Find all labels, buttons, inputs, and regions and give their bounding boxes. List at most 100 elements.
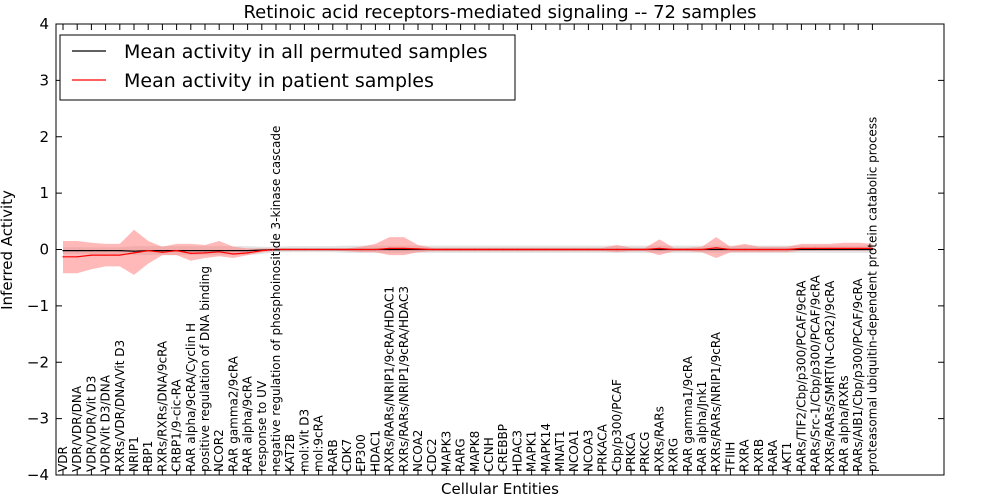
x-tick-label-28: RARG bbox=[454, 438, 468, 472]
patient-point-24 bbox=[403, 247, 405, 249]
patient-point-35 bbox=[559, 248, 561, 251]
y-tick-label-1: −3 bbox=[27, 410, 49, 428]
x-tick-label-42: RXRs/RARs bbox=[652, 406, 666, 472]
patient-point-34 bbox=[545, 248, 547, 251]
patient-point-15 bbox=[275, 248, 277, 251]
axis-ticks: −4 −3 −2 −1 0 1 2 3 4 bbox=[27, 15, 944, 484]
x-tick-label-33: MAPK1 bbox=[525, 431, 539, 472]
patient-point-23 bbox=[389, 247, 391, 249]
permuted-point-2 bbox=[90, 250, 92, 252]
x-tick-label-5: NRIP1 bbox=[127, 436, 141, 472]
x-tick-label-6: RBP1 bbox=[141, 441, 155, 472]
y-tick-label-4: 0 bbox=[39, 241, 49, 259]
x-tick-label-44: RAR gamma1/9cRA bbox=[681, 355, 695, 472]
permuted-point-57 bbox=[871, 248, 874, 251]
patient-point-18 bbox=[318, 248, 320, 251]
patient-point-8 bbox=[176, 250, 178, 252]
patient-point-48 bbox=[744, 248, 746, 251]
y-tick-label-5: 1 bbox=[39, 184, 49, 202]
x-tick-label-18: mol:9cRA bbox=[312, 415, 326, 472]
x-tick-label-1: VDR/VDR/DNA bbox=[70, 385, 84, 472]
patient-point-40 bbox=[630, 248, 632, 251]
permuted-point-24 bbox=[403, 248, 405, 251]
x-tick-label-10: positive regulation of DNA binding bbox=[198, 266, 212, 472]
x-tick-label-47: TFIIH bbox=[723, 442, 737, 473]
y-tick-label-0: −4 bbox=[27, 466, 49, 484]
permuted-point-55 bbox=[843, 248, 845, 251]
series-lines bbox=[62, 247, 874, 258]
x-tick-label-0: VDR bbox=[56, 446, 70, 472]
patient-point-5 bbox=[133, 252, 135, 254]
x-tick-label-30: CCNH bbox=[482, 437, 496, 472]
permuted-point-7 bbox=[161, 250, 163, 252]
patient-point-20 bbox=[346, 248, 348, 251]
x-tick-label-8: CRBP1/9-cic-RA bbox=[170, 378, 184, 472]
x-tick-label-3: VDR/Vit D3/DNA bbox=[99, 374, 113, 472]
patient-point-12 bbox=[232, 253, 234, 255]
x-tick-label-16: KAT2B bbox=[283, 434, 297, 472]
patient-point-25 bbox=[417, 248, 419, 250]
x-tick-label-4: RXRs/VDR/DNA/Vit D3 bbox=[113, 340, 127, 472]
x-tick-label-7: RXRs/RXRs/DNA/9cRA bbox=[155, 340, 169, 472]
patient-point-36 bbox=[573, 248, 575, 251]
y-tick-label-8: 4 bbox=[39, 15, 49, 33]
patient-point-9 bbox=[190, 252, 192, 254]
legend: Mean activity in all permuted samples Me… bbox=[59, 34, 516, 101]
patient-point-49 bbox=[758, 248, 760, 251]
legend-box bbox=[59, 34, 516, 101]
patient-point-53 bbox=[815, 247, 817, 249]
x-tick-label-11: NCOR2 bbox=[212, 429, 226, 472]
patient-point-30 bbox=[488, 248, 490, 251]
patient-point-29 bbox=[474, 248, 476, 251]
y-tick-label-6: 2 bbox=[39, 128, 49, 146]
x-tick-label-40: PRKCA bbox=[624, 432, 638, 472]
patient-point-0 bbox=[62, 256, 64, 258]
permuted-point-53 bbox=[815, 248, 817, 251]
patient-point-54 bbox=[829, 247, 831, 249]
x-tick-label-31: CREBBP bbox=[496, 424, 510, 472]
x-tick-label-38: PRKACA bbox=[596, 423, 610, 472]
patient-point-38 bbox=[602, 248, 604, 251]
permuted-point-54 bbox=[829, 248, 831, 251]
y-tick-label-7: 3 bbox=[39, 71, 49, 89]
patient-point-3 bbox=[105, 254, 107, 256]
patient-point-42 bbox=[658, 247, 661, 249]
x-tick-label-26: CDC2 bbox=[425, 438, 439, 472]
patient-point-57 bbox=[871, 247, 874, 249]
x-tick-label-55: RAR alpha/RXRs bbox=[837, 375, 851, 472]
chart-title: Retinoic acid receptors-mediated signali… bbox=[243, 2, 756, 23]
x-tick-label-50: RARA bbox=[766, 439, 780, 472]
x-tick-label-2: VDR/VDR/Vit D3 bbox=[84, 376, 98, 472]
x-tick-label-22: HDAC1 bbox=[368, 430, 382, 472]
x-tick-label-43: RXRG bbox=[667, 438, 681, 472]
x-tick-label-53: RARs/Src-1/Cbp/p300/PCAF/9cRA bbox=[809, 274, 823, 472]
patient-point-16 bbox=[289, 248, 291, 251]
patient-point-45 bbox=[701, 248, 703, 251]
permuted-point-0 bbox=[62, 250, 64, 252]
patient-point-6 bbox=[147, 250, 149, 252]
x-tick-label-35: MNAT1 bbox=[553, 430, 567, 472]
x-tick-label-45: RAR alpha/Jnk1 bbox=[695, 381, 709, 472]
x-tick-label-41: PRKCG bbox=[638, 432, 652, 472]
patient-point-14 bbox=[261, 250, 263, 252]
x-tick-label-36: NCOA1 bbox=[567, 430, 581, 472]
x-tick-label-27: MAPK3 bbox=[439, 431, 453, 472]
x-tick-label-12: RAR gamma2/9cRA bbox=[226, 355, 240, 472]
patient-point-56 bbox=[857, 247, 859, 249]
patient-point-19 bbox=[332, 248, 334, 251]
permuted-point-9 bbox=[190, 250, 192, 252]
y-tick-label-3: −1 bbox=[27, 297, 49, 315]
x-tick-label-48: RXRA bbox=[738, 439, 752, 472]
x-tick-label-19: RARB bbox=[326, 439, 340, 472]
patient-point-47 bbox=[729, 248, 732, 251]
x-tick-label-34: MAPK14 bbox=[539, 423, 553, 472]
patient-point-28 bbox=[460, 248, 462, 251]
patient-point-32 bbox=[516, 248, 519, 251]
x-tick-label-54: RXRs/RARs/SMRT(N-CoR2)/9cRA bbox=[823, 280, 837, 472]
x-tick-label-52: RARs/TIF2/Cbp/p300/PCAF/9cRA bbox=[794, 280, 808, 472]
x-axis-label: Cellular Entities bbox=[441, 480, 559, 498]
x-tick-label-13: RAR alpha/9cRA bbox=[241, 375, 255, 472]
patient-point-55 bbox=[843, 247, 845, 249]
permuted-point-23 bbox=[389, 248, 391, 251]
patient-point-17 bbox=[303, 248, 305, 251]
